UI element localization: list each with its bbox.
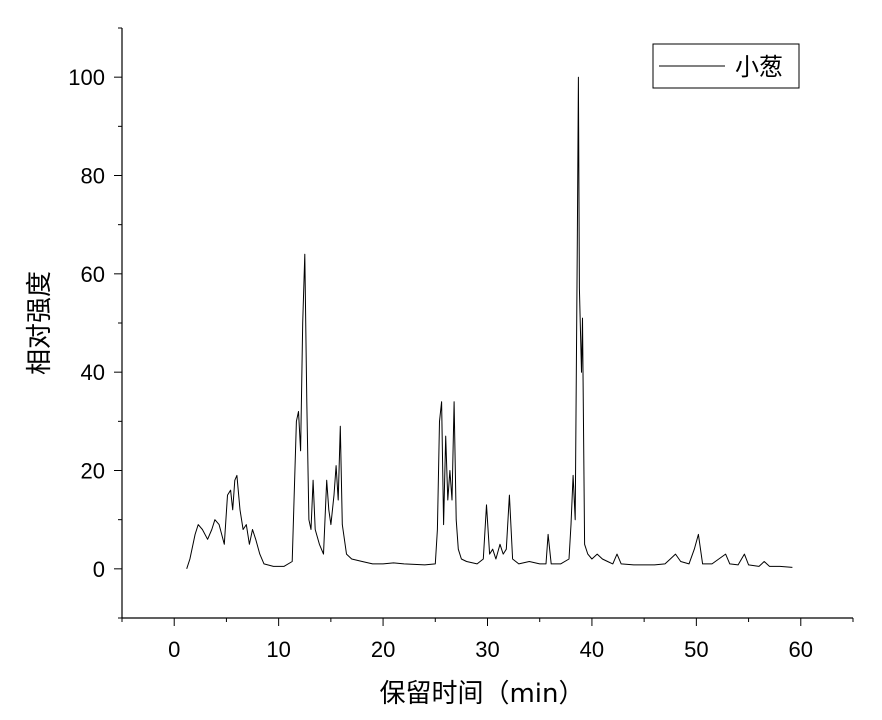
- x-tick-label: 20: [371, 637, 395, 662]
- y-axis-title: 相对强度: [25, 271, 55, 375]
- x-tick-label: 60: [789, 637, 813, 662]
- x-axis-title: 保留时间（min）: [379, 679, 584, 709]
- y-tick-label: 60: [81, 262, 105, 287]
- y-tick-label: 40: [81, 360, 105, 385]
- y-axis-ticks: 0 20 40 60 80 100: [68, 27, 122, 619]
- y-tick-label: 0: [93, 557, 105, 582]
- y-tick-label: 20: [81, 459, 105, 484]
- x-axis-ticks: 0 10 20 30 40 50 60: [121, 618, 854, 662]
- series-line-xiaocong: [186, 76, 793, 569]
- x-tick-label: 10: [266, 637, 290, 662]
- axes-frame: [121, 28, 853, 619]
- y-tick-label: 80: [81, 164, 105, 189]
- y-tick-label: 100: [68, 65, 105, 90]
- plot-area: [186, 76, 793, 569]
- x-tick-label: 40: [580, 637, 604, 662]
- legend-label: 小葱: [735, 53, 783, 81]
- x-tick-label: 30: [475, 637, 499, 662]
- x-tick-label: 50: [684, 637, 708, 662]
- legend: 小葱: [652, 43, 800, 89]
- x-tick-label: 0: [168, 637, 180, 662]
